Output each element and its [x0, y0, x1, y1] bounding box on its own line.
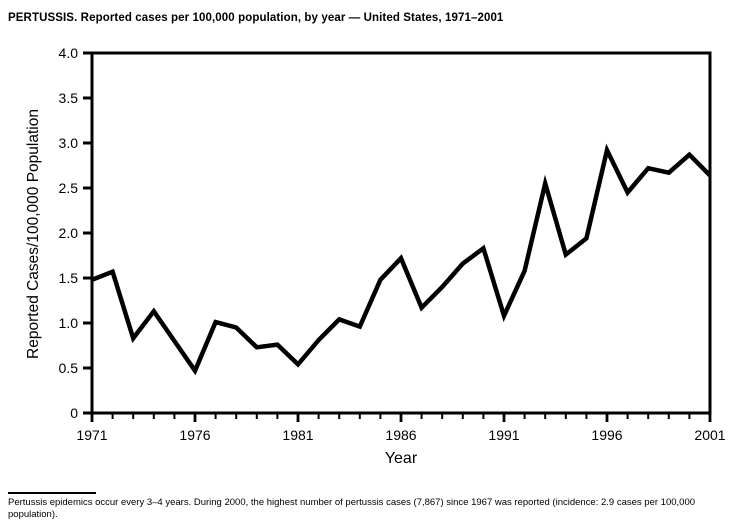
x-axis-tick-labels: 1971 1976 1981 1986 1991 1996 2001 — [76, 427, 725, 443]
y-tick-label: 2.0 — [59, 225, 79, 241]
y-tick-label: 0 — [70, 405, 78, 421]
x-tick-label: 1976 — [179, 427, 210, 443]
y-tick-label: 2.5 — [59, 180, 79, 196]
x-tick-label: 1986 — [385, 427, 416, 443]
y-tick-label: 4.0 — [59, 45, 79, 61]
footnote-text: Pertussis epidemics occur every 3–4 year… — [8, 497, 696, 520]
y-tick-label: 1.0 — [59, 315, 79, 331]
x-tick-label: 1981 — [282, 427, 313, 443]
y-tick-label: 1.5 — [59, 270, 79, 286]
x-tick-label: 1971 — [76, 427, 107, 443]
x-tick-label: 1996 — [591, 427, 622, 443]
y-tick-label: 3.0 — [59, 135, 79, 151]
x-axis-title: Year — [384, 450, 418, 467]
y-tick-label: 0.5 — [59, 360, 79, 376]
y-axis-title: Reported Cases/100,000 Population — [25, 109, 42, 359]
y-tick-label: 3.5 — [59, 90, 79, 106]
pertussis-line-chart: 00.51.01.52.02.53.03.54.0 1971 1976 1981 19… — [59, 45, 726, 443]
x-tick-label: 1991 — [488, 427, 519, 443]
pertussis-incidence-line — [91, 143, 712, 376]
y-axis-ticks — [83, 51, 92, 415]
y-axis-tick-labels: 0 0.5 1.0 1.5 2.0 2.5 3.0 3.5 4.0 — [59, 45, 79, 421]
footnote-rule — [8, 492, 96, 494]
x-axis-ticks — [90, 413, 712, 422]
x-tick-label: 2001 — [694, 427, 725, 443]
chart-title: PERTUSSIS. Reported cases per 100,000 po… — [8, 12, 504, 24]
